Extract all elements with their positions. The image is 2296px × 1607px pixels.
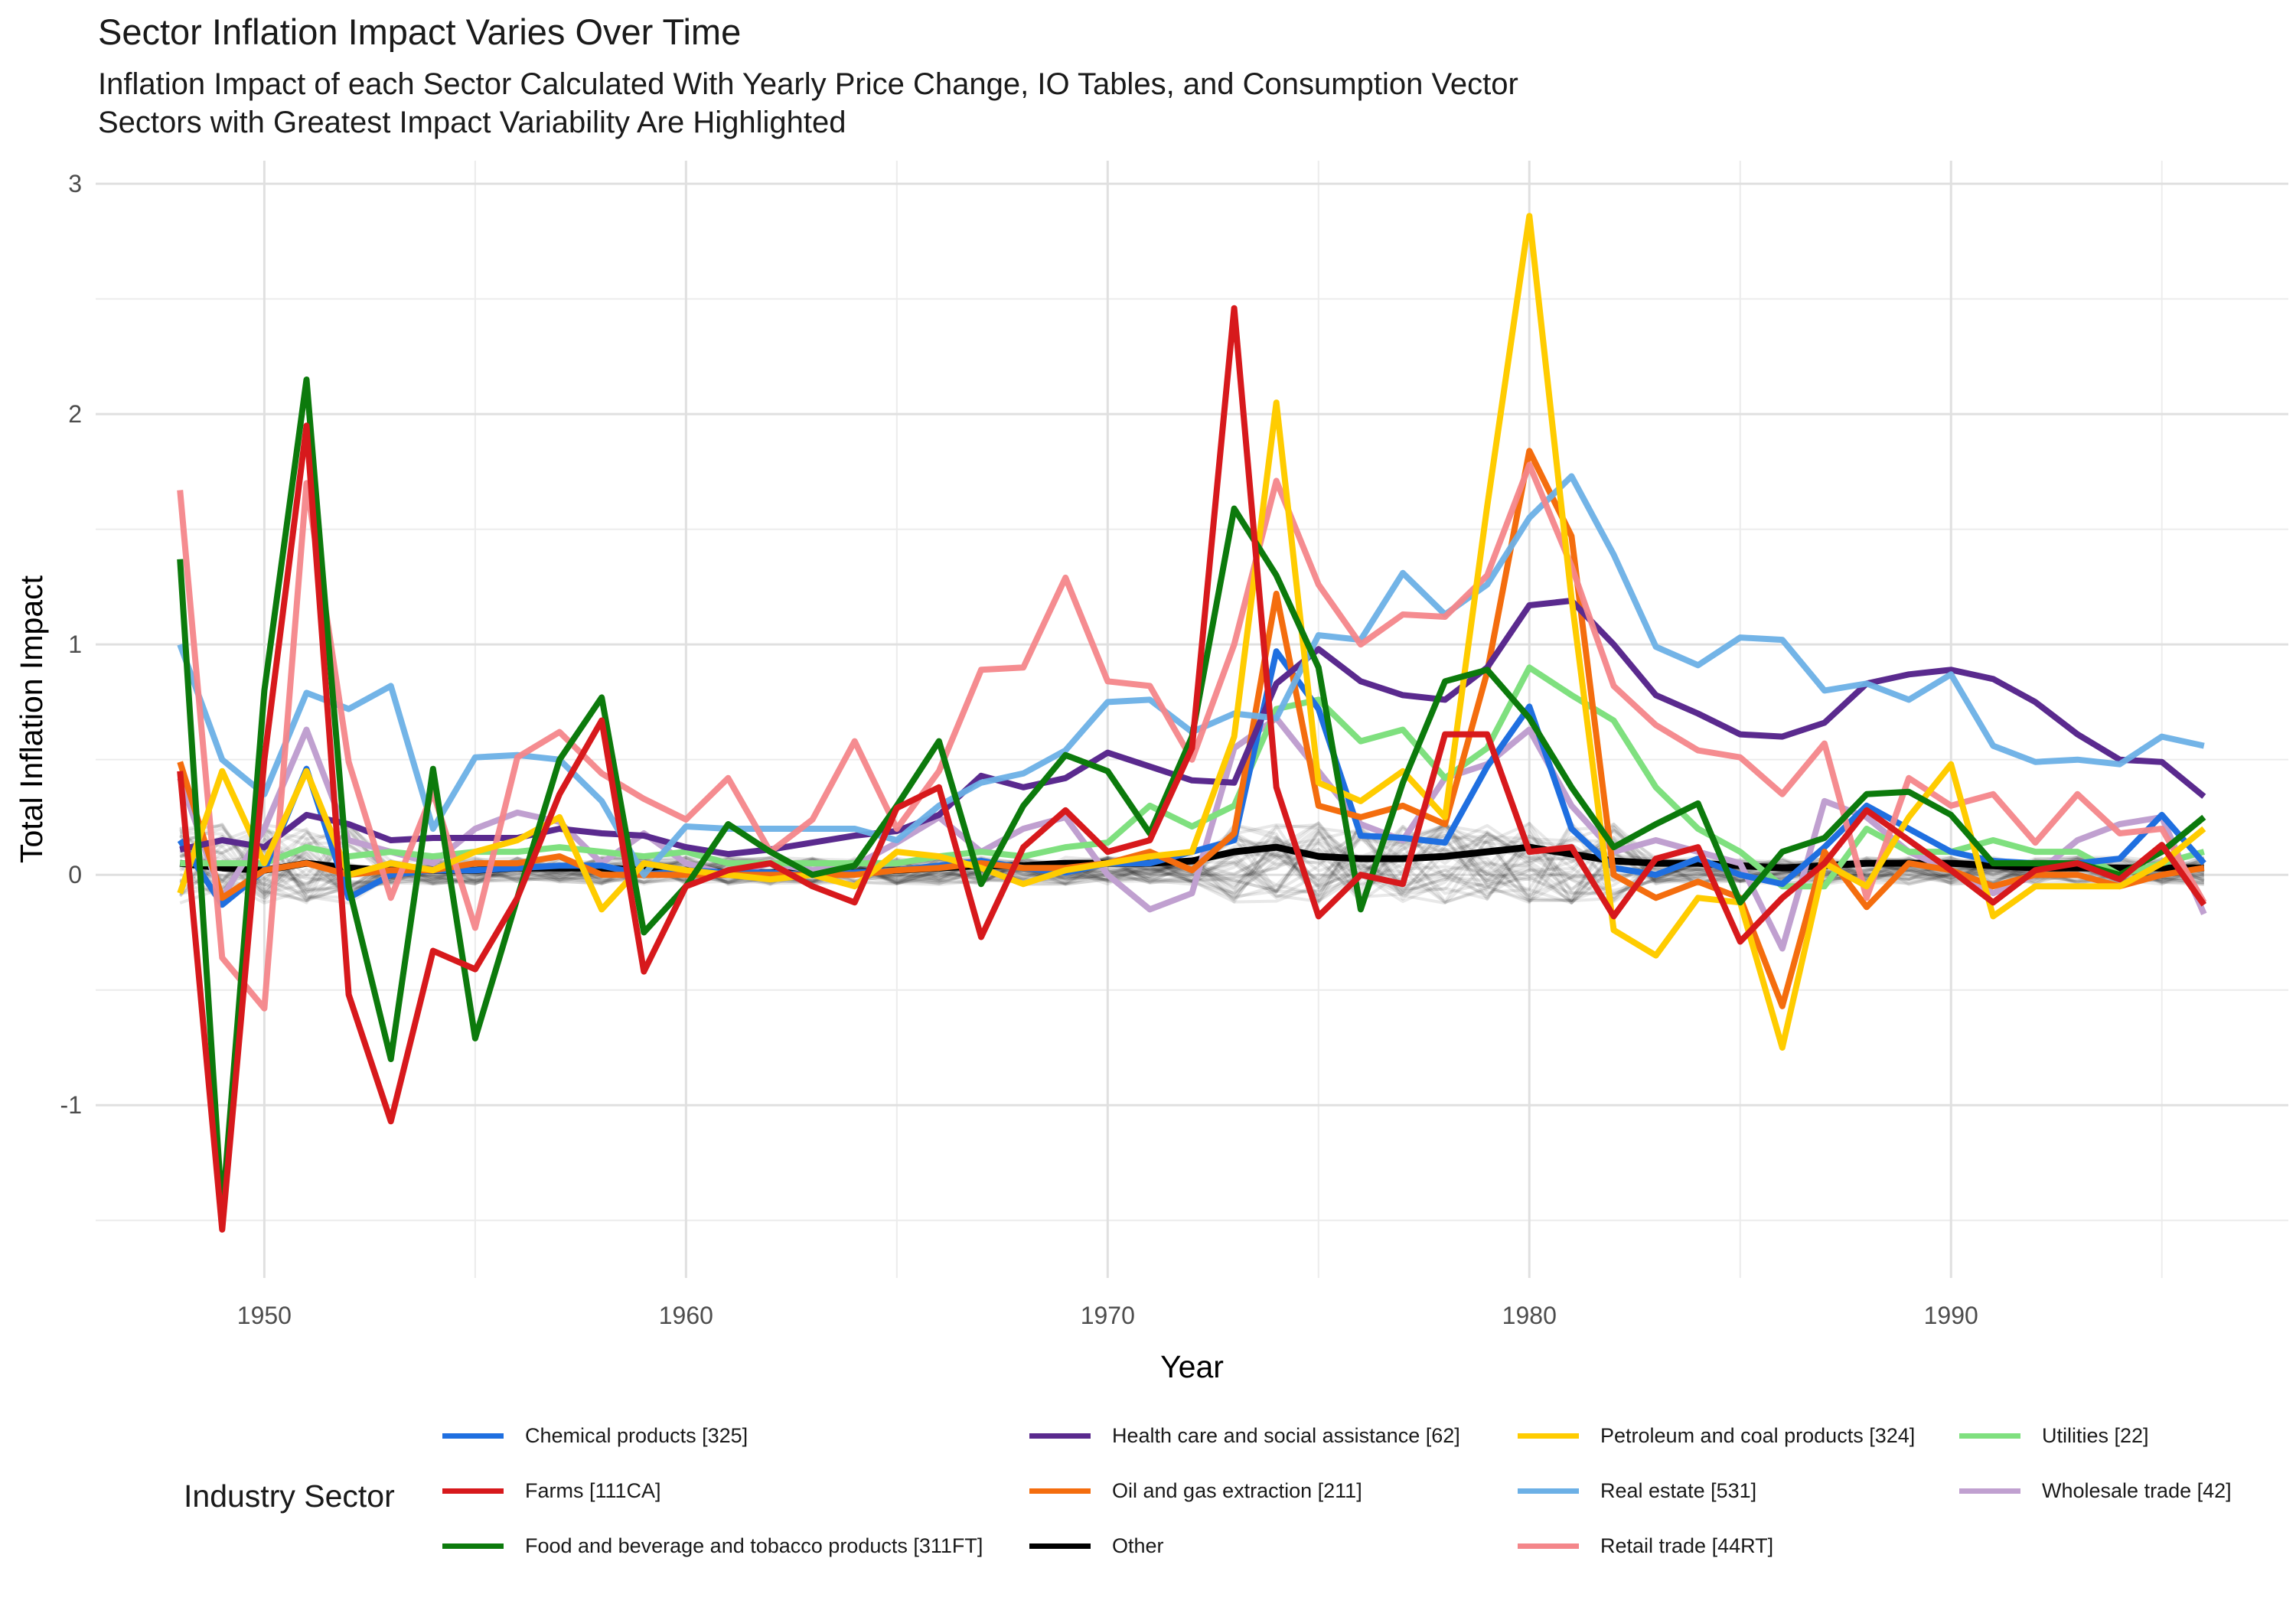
legend-swatch: [1959, 1488, 2020, 1494]
x-tick-label: 1950: [237, 1302, 292, 1329]
background-sector-line: [178, 823, 2205, 905]
background-sector-line: [179, 823, 2204, 905]
y-axis-title: Total Inflation Impact: [14, 575, 49, 863]
background-sector-line: [178, 822, 2205, 901]
legend-swatch: [442, 1543, 504, 1549]
axis-ticks: 1950 1960 1970 1980 1990 -1 0 1 2 3: [60, 170, 1978, 1329]
legend-item: Food and beverage and tobacco products […: [442, 1530, 983, 1561]
legend-title: Industry Sector: [184, 1478, 395, 1514]
x-axis-title: Year: [1160, 1349, 1224, 1384]
legend-swatch: [442, 1488, 504, 1494]
x-tick-label: 1990: [1924, 1302, 1978, 1329]
series-line-retail-trade-44rt: [177, 461, 2207, 1012]
legend-swatch: [1029, 1488, 1091, 1494]
legend-item: Health care and social assistance [62]: [1029, 1420, 1460, 1451]
background-sector-line: [179, 828, 2205, 903]
background-sector-line: [179, 820, 2205, 903]
x-tick-label: 1970: [1081, 1302, 1135, 1329]
legend-label: Petroleum and coal products [324]: [1600, 1423, 1916, 1447]
series-line-utilities-22: [180, 664, 2205, 890]
legend-label: Chemical products [325]: [525, 1423, 748, 1447]
series-lines: [177, 213, 2207, 1233]
legend-label: Health care and social assistance [62]: [1112, 1423, 1460, 1447]
y-tick-label: 2: [68, 400, 82, 428]
series-line-wholesale-trade-42: [177, 715, 2207, 952]
legend-item: Farms [111CA]: [442, 1475, 661, 1506]
background-sector-line: [178, 827, 2205, 897]
legend-label: Food and beverage and tobacco products […: [525, 1534, 983, 1557]
y-tick-label: 3: [68, 170, 82, 197]
legend-item: Other: [1029, 1530, 1164, 1561]
legend-label: Wholesale trade [42]: [2042, 1478, 2232, 1502]
x-tick-label: 1980: [1502, 1302, 1557, 1329]
series-line-oil-and-gas-extraction-211: [177, 448, 2205, 1009]
legend-swatch: [1029, 1433, 1091, 1439]
background-sector-line: [179, 822, 2204, 905]
legend-swatch: [442, 1433, 504, 1439]
legend-item: Oil and gas extraction [211]: [1029, 1475, 1362, 1506]
legend-label: Other: [1112, 1534, 1164, 1557]
legend-swatch: [1959, 1433, 2020, 1439]
legend-label: Utilities [22]: [2042, 1423, 2149, 1447]
legend-item: Wholesale trade [42]: [1959, 1475, 2232, 1506]
legend-item: Utilities [22]: [1959, 1420, 2149, 1451]
y-tick-label: 1: [68, 631, 82, 658]
legend-swatch: [1518, 1433, 1579, 1439]
x-tick-label: 1960: [659, 1302, 713, 1329]
legend-item: Petroleum and coal products [324]: [1518, 1420, 1915, 1451]
chart-subtitle-line1: Inflation Impact of each Sector Calculat…: [98, 67, 1518, 101]
legend-label: Oil and gas extraction [211]: [1112, 1478, 1362, 1502]
legend-item: Retail trade [44RT]: [1518, 1530, 1773, 1561]
legend-label: Retail trade [44RT]: [1600, 1534, 1774, 1557]
legend-swatch: [1029, 1543, 1091, 1549]
y-tick-label: -1: [60, 1091, 82, 1119]
legend-label: Real estate [531]: [1600, 1478, 1757, 1502]
y-tick-label: 0: [68, 861, 82, 888]
chart-subtitle-line2: Sectors with Greatest Impact Variability…: [98, 106, 846, 139]
series-line-petroleum-and-coal-products-324: [177, 213, 2206, 1051]
legend-swatch: [1518, 1488, 1579, 1494]
chart-title: Sector Inflation Impact Varies Over Time: [98, 11, 742, 52]
legend-item: Chemical products [325]: [442, 1420, 748, 1451]
grid-lines: [96, 161, 2288, 1278]
series-line-farms-111ca: [177, 305, 2207, 1233]
legend-item: Real estate [531]: [1518, 1475, 1756, 1506]
legend-label: Farms [111CA]: [525, 1478, 661, 1502]
legend-swatch: [1518, 1543, 1579, 1549]
